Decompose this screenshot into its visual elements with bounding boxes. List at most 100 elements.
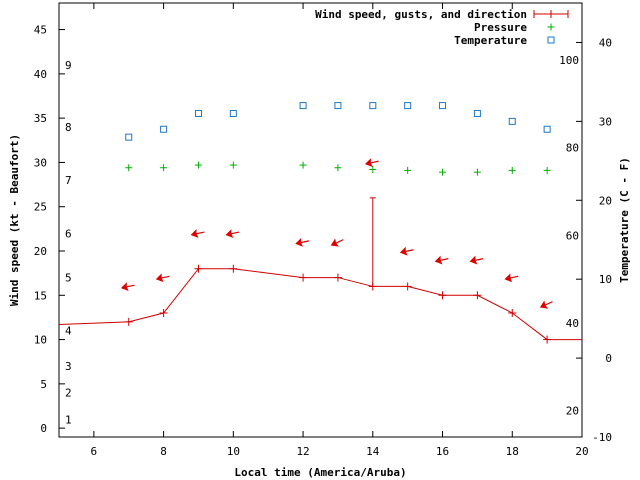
temperature-point [125,133,133,141]
y-tick-label: 40 [34,68,47,81]
pressure-point [404,166,412,174]
y2-tick-label: 20 [599,194,612,207]
wind-direction-arrow [120,282,135,292]
arrow-head [190,229,199,238]
temperature-point [473,109,481,117]
beaufort-label: 6 [65,227,72,240]
beaufort-label: 8 [65,121,72,134]
arrow-head [469,255,478,265]
fahrenheit-label: 80 [566,142,579,155]
x-tick-label: 14 [366,445,380,458]
plot-border [58,2,583,438]
temperature-point [229,109,237,117]
plot-frame [58,2,583,438]
axis-ticks: 6 8 10 12 14 16 18 20051015202530354045-1001020… [34,3,612,458]
fahrenheit-label: 40 [566,317,579,330]
legend: Wind speed, gusts, and directionPressure… [315,8,569,47]
x-tick-label: 8 [160,445,167,458]
wind-speed-point [333,273,342,282]
arrow-head [330,238,339,247]
x-tick-label: 20 [575,445,588,458]
beaufort-label: 9 [65,59,72,72]
y-tick-label: 15 [34,289,47,302]
x-tick-label: 16 [436,445,449,458]
legend-label: Wind speed, gusts, and direction [315,8,527,21]
fahrenheit-label: 100 [559,54,579,67]
beaufort-label: 1 [65,413,72,426]
x-tick-label: 18 [506,445,519,458]
series-layer [58,102,582,344]
x-tick-label: 12 [296,445,309,458]
wind-direction-arrow [364,158,379,168]
pressure-point [334,164,342,172]
y2-tick-label: 30 [599,115,612,128]
legend-label: Temperature [454,34,527,47]
wind-direction-arrow [295,237,310,247]
y2-tick-label: 10 [599,273,612,286]
arrow-head [539,300,549,309]
x-tick-label: 6 [91,445,98,458]
wind-speed-line [58,268,582,341]
y-tick-label: 35 [34,112,47,125]
y2-tick-label: -10 [592,431,612,444]
legend-sample-temperature [547,36,555,44]
wind-direction-arrow [190,229,205,238]
wind-speed-point [473,291,482,300]
fahrenheit-label: 20 [566,405,579,418]
y-tick-label: 0 [40,422,47,435]
wind-direction-arrow [399,246,414,256]
y-tick-label: 25 [34,201,47,214]
wind-direction-arrow [539,300,553,309]
y-tick-label: 5 [40,378,47,391]
pressure-point [508,166,516,174]
y-axis-title: Wind speed (kt - Beaufort) [8,134,21,306]
wind-direction-arrow [225,229,240,238]
pressure-point [160,164,168,172]
temperature-point [299,102,307,110]
y-tick-label: 20 [34,245,47,258]
wind-speed-point [124,317,133,326]
wind-speed-point [194,264,203,273]
arrow-head [120,282,129,292]
temperature-point [334,102,342,110]
pressure-point [439,168,447,176]
y2-tick-label: 40 [599,36,612,49]
pressure-point [125,164,133,172]
arrow-head [295,237,304,247]
y-tick-label: 30 [34,156,47,169]
beaufort-label: 2 [65,387,72,400]
y2-tick-label: 0 [605,352,612,365]
temperature-point [508,117,516,125]
wind-direction-arrow [469,255,484,265]
wind-speed-point [438,291,447,300]
temperature-point [369,102,377,110]
x-axis-title: Local time (America/Aruba) [234,466,406,479]
fahrenheit-label: 60 [566,229,579,242]
pressure-point [299,161,307,169]
wind-direction-arrow [434,255,449,265]
beaufort-label: 4 [65,325,72,338]
wind-direction-arrow [504,273,519,283]
pressure-point [194,161,202,169]
arrow-head [155,273,164,283]
wind-direction-arrow [330,238,344,247]
x-tick-label: 10 [227,445,240,458]
temperature-point [439,102,447,110]
arrow-head [504,273,513,283]
arrow-head [364,158,373,168]
wind-speed-point [508,309,517,317]
arrow-head [225,229,234,238]
pressure-point [369,166,377,174]
legend-label: Pressure [474,21,527,34]
temperature-point [194,109,202,117]
temperature-point [543,125,551,133]
wind-direction-arrow [155,273,170,283]
arrow-head [399,246,408,256]
arrow-head [434,255,443,265]
beaufort-label: 7 [65,174,72,187]
y-tick-label: 10 [34,334,47,347]
temperature-point [404,102,412,110]
pressure-point [473,168,481,176]
pressure-point [229,161,237,169]
